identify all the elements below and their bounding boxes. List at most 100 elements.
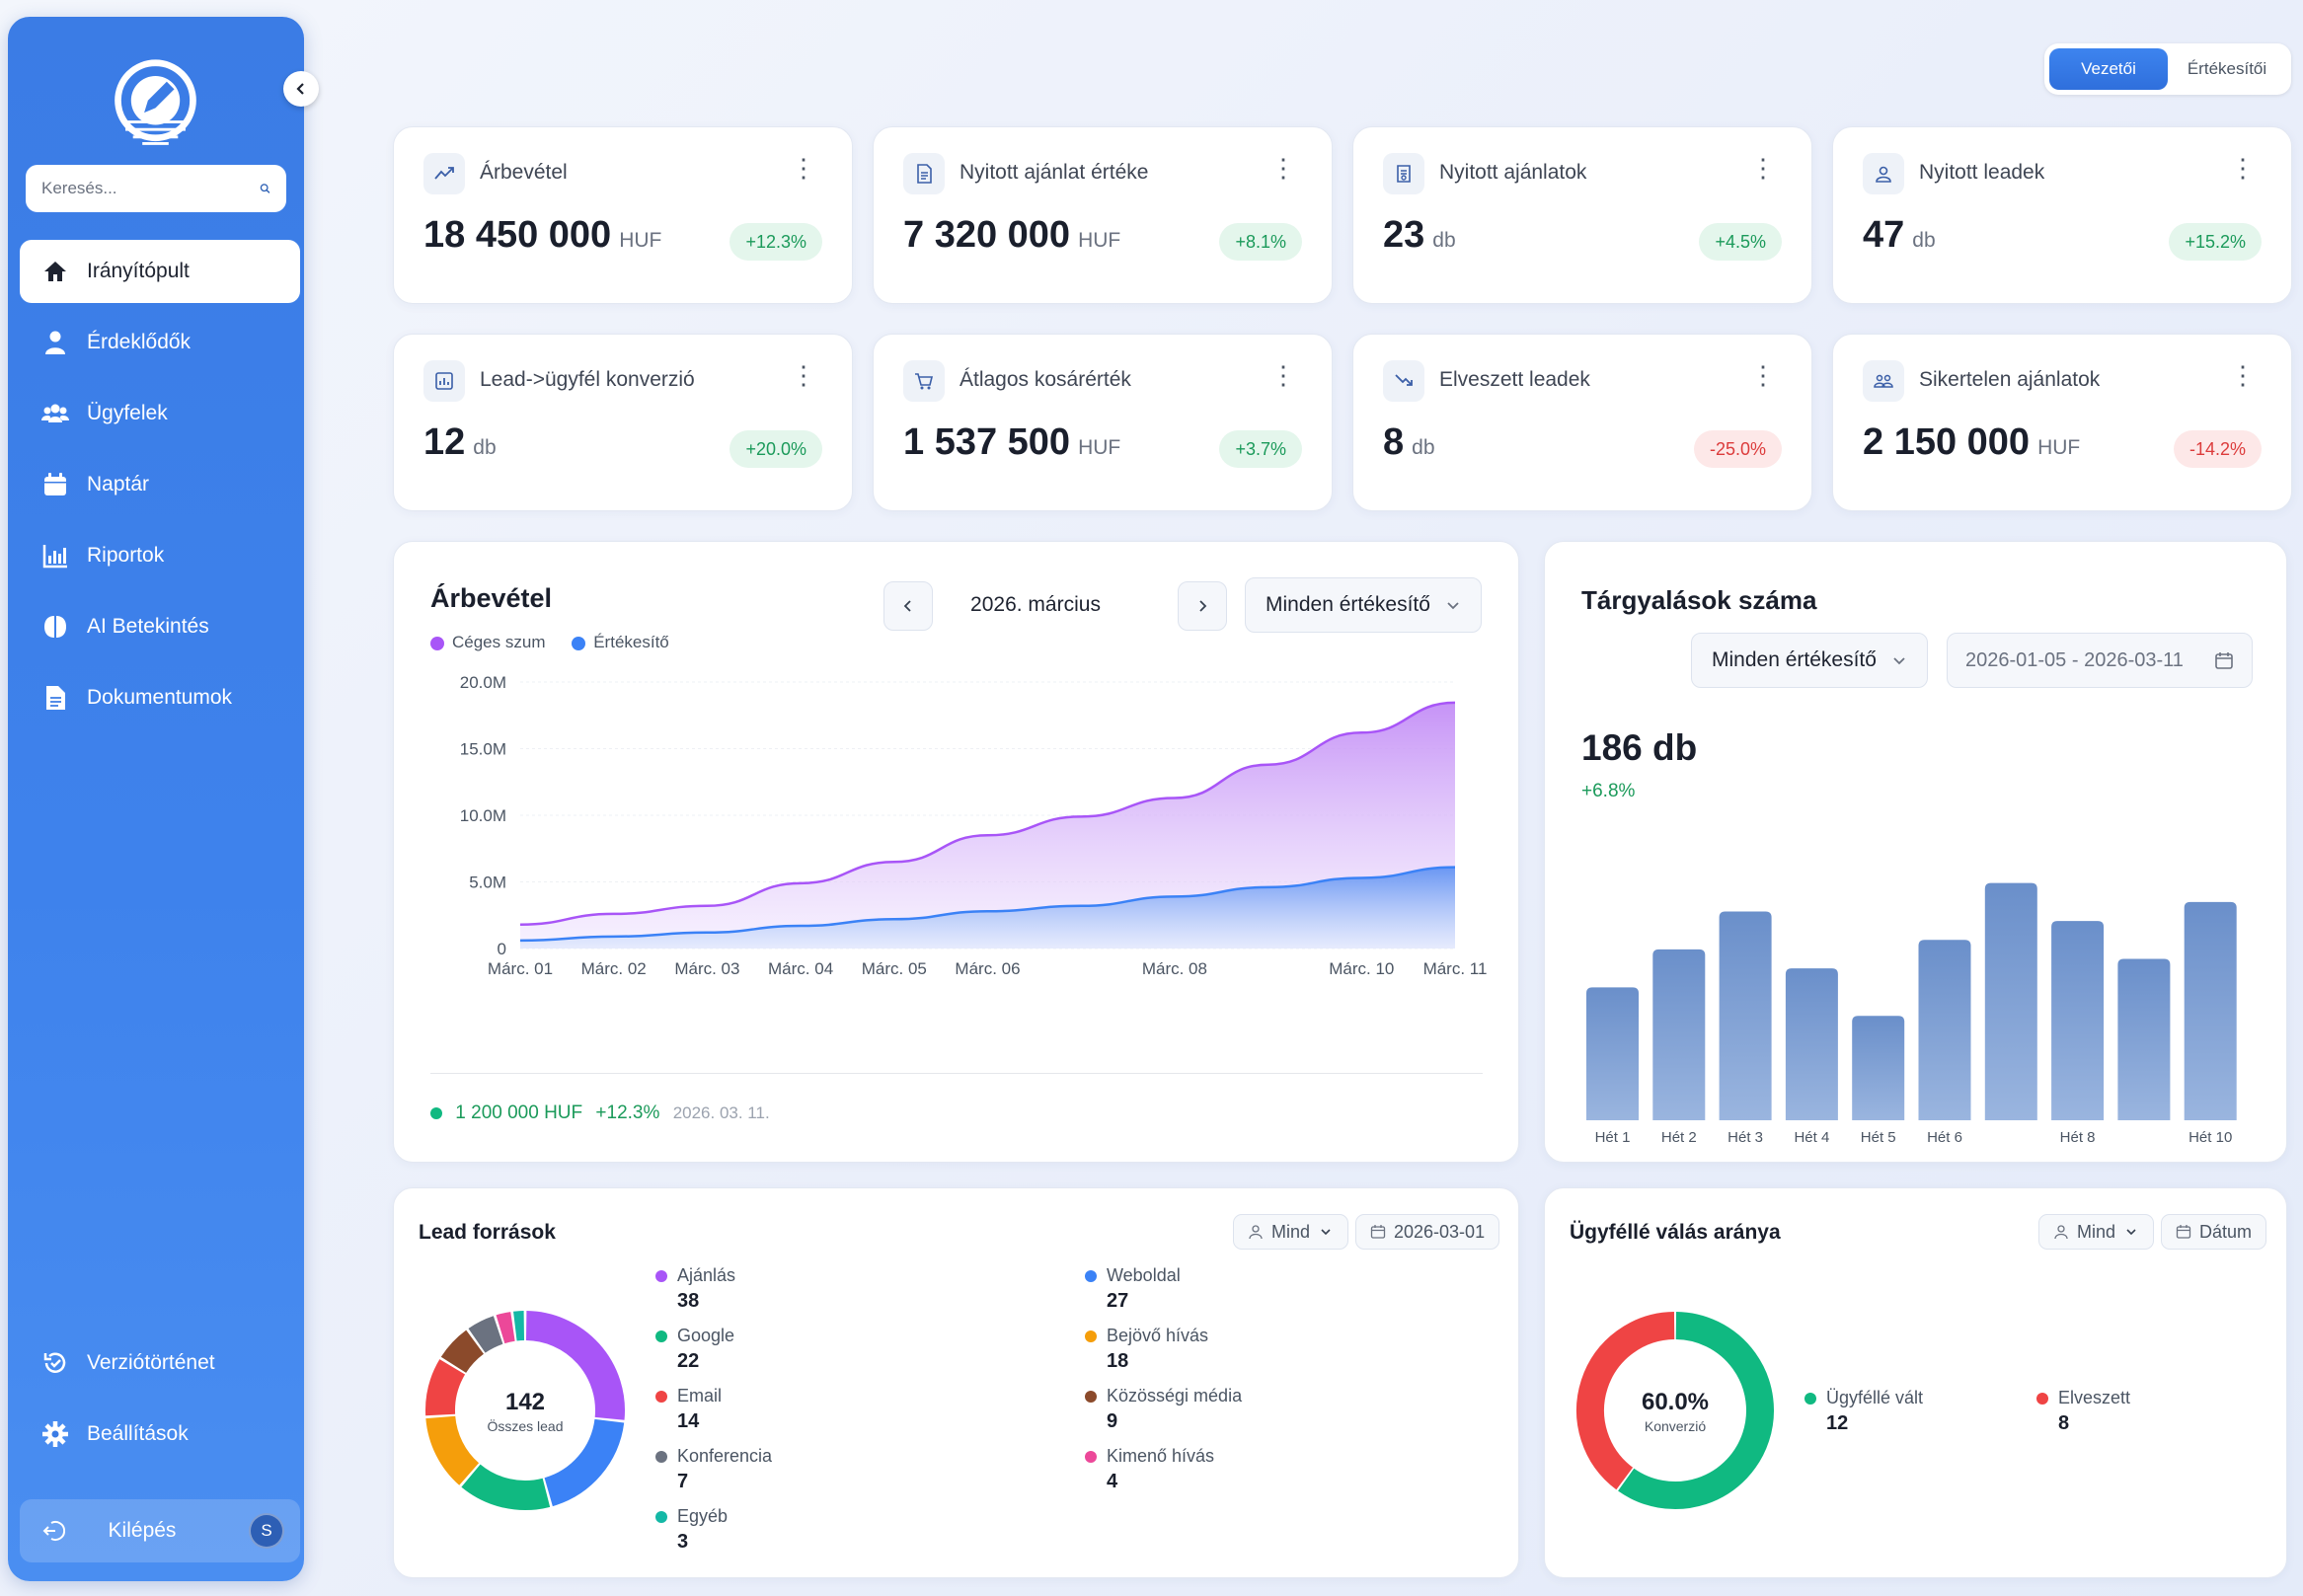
donut-slice[interactable] [544,1418,625,1507]
donut-slice[interactable] [468,1316,503,1353]
donut-slice[interactable] [425,1359,466,1416]
sidebar-item-clients[interactable]: Ügyfelek [20,382,300,445]
bar[interactable] [1984,882,2037,1120]
bar[interactable] [1652,949,1706,1120]
conversion-date-value: Dátum [2199,1221,2253,1242]
document-icon [46,686,65,710]
kpi-title: Nyitott ajánlatok [1439,161,1587,184]
kpi-open-leads: Nyitott leadek ⋮ 47 db +15.2% [1832,126,2292,304]
more-options-icon[interactable]: ⋮ [1750,360,1776,390]
donut-slice[interactable] [525,1311,625,1420]
more-options-icon[interactable]: ⋮ [791,153,816,183]
legend-label: Konferencia [677,1446,773,1466]
footer-value: 1 200 000 HUF [455,1102,583,1123]
kpi-number: 12 [423,421,466,463]
kpi-value: 18 450 000 HUF [423,214,661,257]
seller-select[interactable]: Minden értékesítő [1245,577,1482,633]
donut-slice[interactable] [461,1464,551,1510]
kpi-unit: db [1912,229,1936,252]
search-input[interactable] [41,179,260,198]
more-options-icon[interactable]: ⋮ [791,360,816,390]
series-line-seller [519,866,1456,943]
search-icon[interactable] [260,179,270,198]
more-options-icon[interactable]: ⋮ [1270,153,1296,183]
collapse-sidebar-button[interactable] [283,71,319,107]
y-tick-label: 20.0M [460,673,506,692]
bar[interactable] [2051,921,2105,1120]
bar[interactable] [2117,958,2171,1120]
sidebar: Irányítópult Érdeklődők Ügyfelek Naptár … [8,17,319,1581]
gear-icon [42,1421,68,1447]
legend-dot [1085,1270,1097,1283]
footer-change: +12.3% [595,1102,660,1123]
legend-dot [572,636,586,650]
trending-up-icon [434,167,454,180]
legend-value: 14 [677,1410,700,1432]
legend-value: 3 [677,1531,689,1553]
sidebar-item-calendar[interactable]: Naptár [20,453,300,516]
donut-slice[interactable] [513,1311,525,1341]
donut-slice[interactable] [440,1330,485,1374]
legend-dot [655,1330,667,1343]
legend-label: Ügyféllé vált [1826,1388,1924,1407]
lead-filter-select[interactable]: Mind [1233,1214,1349,1250]
view-toggle: Vezetői Értékesítői [2044,43,2291,95]
sidebar-item-ai-insights[interactable]: AI Betekintés [20,595,300,658]
lead-date-picker[interactable]: 2026-03-01 [1355,1214,1500,1250]
receipt-icon [1397,165,1411,183]
donut-slice[interactable] [496,1312,515,1344]
x-tick-label: Hét 10 [2188,1129,2232,1146]
kpi-open-offer-value: Nyitott ajánlat értéke ⋮ 7 320 000 HUF +8.1% [873,126,1333,304]
legend-item: Konferencia 7 [655,1446,772,1493]
bar[interactable] [1852,1016,1905,1120]
series-line-company [519,701,1456,926]
legend-value: 7 [677,1471,689,1492]
prev-month-button[interactable] [883,581,933,631]
bar[interactable] [1785,968,1838,1120]
donut-slice[interactable] [425,1415,480,1485]
bar[interactable] [1918,940,1971,1120]
conversion-filter-select[interactable]: Mind [2038,1214,2155,1250]
kpi-change-badge: +4.5% [1699,223,1782,261]
more-options-icon[interactable]: ⋮ [1750,153,1776,183]
conversion-date-picker[interactable]: Dátum [2161,1214,2267,1250]
sidebar-item-version-history[interactable]: Verziótörténet [20,1331,300,1395]
avatar[interactable]: S [249,1513,284,1549]
legend-value: 4 [1107,1471,1118,1492]
revenue-legend: Céges szum Értékesítő [430,633,669,652]
bar[interactable] [1719,911,1772,1120]
more-options-icon[interactable]: ⋮ [2230,153,2256,183]
y-tick-label: 5.0M [469,874,506,892]
chevron-right-icon [1199,600,1207,612]
more-options-icon[interactable]: ⋮ [2230,360,2256,390]
trending-down-icon [1395,374,1413,386]
sidebar-item-documents[interactable]: Dokumentumok [20,666,300,729]
legend-dot [1085,1330,1097,1343]
bar[interactable] [1586,987,1639,1120]
kpi-unit: db [1432,229,1456,252]
sidebar-item-reports[interactable]: Riportok [20,524,300,587]
kpi-value: 23 db [1383,214,1456,257]
next-month-button[interactable] [1178,581,1227,631]
sidebar-item-leads[interactable]: Érdeklődők [20,311,300,374]
toggle-sales[interactable]: Értékesítői [2187,59,2267,78]
x-tick-label: Márc. 10 [1329,959,1394,978]
sidebar-item-dashboard[interactable]: Irányítópult [20,240,300,303]
kpi-unit: HUF [1078,229,1121,252]
legend-value: 22 [677,1350,700,1372]
sidebar-item-settings[interactable]: Beállítások [20,1403,300,1466]
more-options-icon[interactable]: ⋮ [1270,360,1296,390]
kpi-number: 23 [1383,214,1425,256]
toggle-manager[interactable]: Vezetői [2049,48,2168,90]
kpi-number: 2 150 000 [1863,421,2031,463]
kpi-icon-box [1383,360,1424,402]
bar[interactable] [2184,901,2237,1120]
logout-button[interactable]: Kilépés S [20,1499,300,1562]
date-range-picker[interactable]: 2026-01-05 - 2026-03-11 [1947,633,2253,688]
current-month: 2026. március [970,593,1101,616]
meetings-seller-select[interactable]: Minden értékesítő [1691,633,1928,688]
donut-slice[interactable] [1576,1312,1675,1490]
y-tick-label: 0 [498,940,506,958]
conversion-center: 60.0% Konverzió [1574,1389,1776,1434]
donut-slice[interactable] [1618,1312,1774,1509]
